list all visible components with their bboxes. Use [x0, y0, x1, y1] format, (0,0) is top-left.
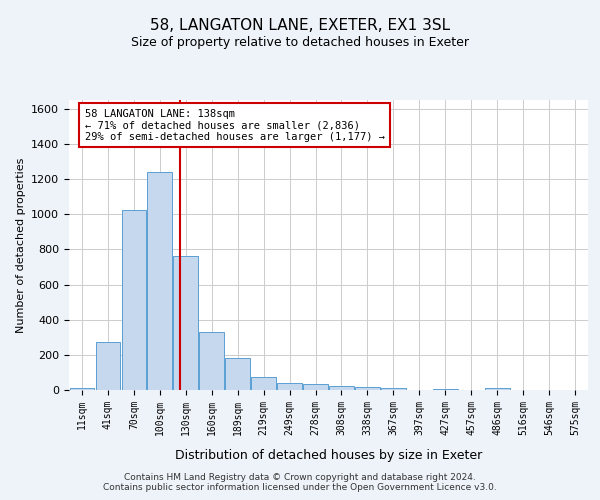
Bar — [251, 377, 276, 390]
Text: Contains HM Land Registry data © Crown copyright and database right 2024.
Contai: Contains HM Land Registry data © Crown c… — [103, 473, 497, 492]
Bar — [173, 256, 198, 390]
Bar — [355, 388, 380, 390]
Bar — [381, 388, 406, 390]
X-axis label: Distribution of detached houses by size in Exeter: Distribution of detached houses by size … — [175, 449, 482, 462]
Bar — [277, 384, 302, 390]
Text: 58 LANGATON LANE: 138sqm
← 71% of detached houses are smaller (2,836)
29% of sem: 58 LANGATON LANE: 138sqm ← 71% of detach… — [85, 108, 385, 142]
Bar — [485, 388, 509, 390]
Bar — [199, 332, 224, 390]
Bar — [95, 342, 120, 390]
Y-axis label: Number of detached properties: Number of detached properties — [16, 158, 26, 332]
Bar — [70, 388, 94, 390]
Bar — [329, 386, 354, 390]
Bar — [148, 172, 172, 390]
Text: Size of property relative to detached houses in Exeter: Size of property relative to detached ho… — [131, 36, 469, 49]
Bar — [303, 384, 328, 390]
Text: 58, LANGATON LANE, EXETER, EX1 3SL: 58, LANGATON LANE, EXETER, EX1 3SL — [150, 18, 450, 32]
Bar — [226, 358, 250, 390]
Bar — [433, 389, 458, 390]
Bar — [122, 210, 146, 390]
